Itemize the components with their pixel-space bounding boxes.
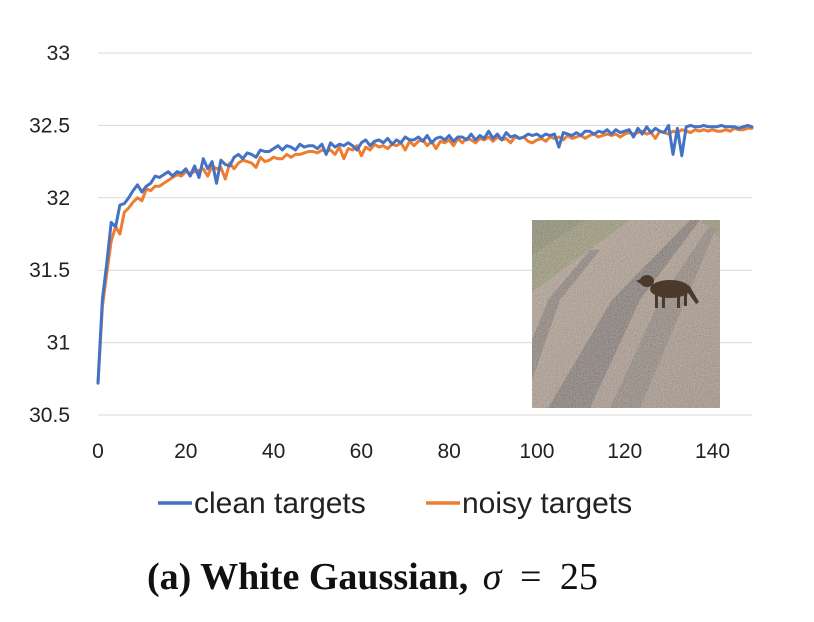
y-tick-label: 33 <box>47 42 70 65</box>
figure-caption: (a) White Gaussian, σ = 25 <box>147 556 598 598</box>
caption-bold-text: (a) White Gaussian, <box>147 556 468 598</box>
x-tick-label: 140 <box>695 440 730 463</box>
caption-number: 25 <box>560 556 598 598</box>
x-tick-label: 60 <box>350 440 373 463</box>
svg-text:(a) White Gaussian, σ: (a) White Gaussian, σ = 25 <box>147 556 598 598</box>
series-lines <box>96 123 754 385</box>
x-tick-label: 80 <box>437 440 460 463</box>
y-tick-label: 31.5 <box>29 259 70 282</box>
y-tick-label: 31 <box>47 332 70 355</box>
y-axis-ticks: 30.5 31 31.5 32 32.5 33 <box>29 42 70 427</box>
x-tick-label: 20 <box>174 440 197 463</box>
x-axis-ticks: 0 20 40 60 80 100 120 140 <box>92 440 730 463</box>
y-tick-label: 30.5 <box>29 404 70 427</box>
hyena-on-noisy-dirt-road-photo-icon <box>532 220 720 408</box>
legend: clean targets noisy targets <box>158 487 632 520</box>
y-tick-label: 32 <box>47 187 70 210</box>
y-tick-label: 32.5 <box>29 114 70 137</box>
legend-label-noisy: noisy targets <box>462 487 632 520</box>
caption-symbol: σ <box>483 556 503 598</box>
gridlines <box>98 52 752 416</box>
legend-label-clean: clean targets <box>194 487 366 520</box>
series-line-clean-targets <box>96 123 754 385</box>
x-tick-label: 40 <box>262 440 285 463</box>
x-tick-label: 100 <box>519 440 554 463</box>
caption-equals: = <box>520 556 541 598</box>
x-tick-label: 0 <box>92 440 104 463</box>
x-tick-label: 120 <box>607 440 642 463</box>
